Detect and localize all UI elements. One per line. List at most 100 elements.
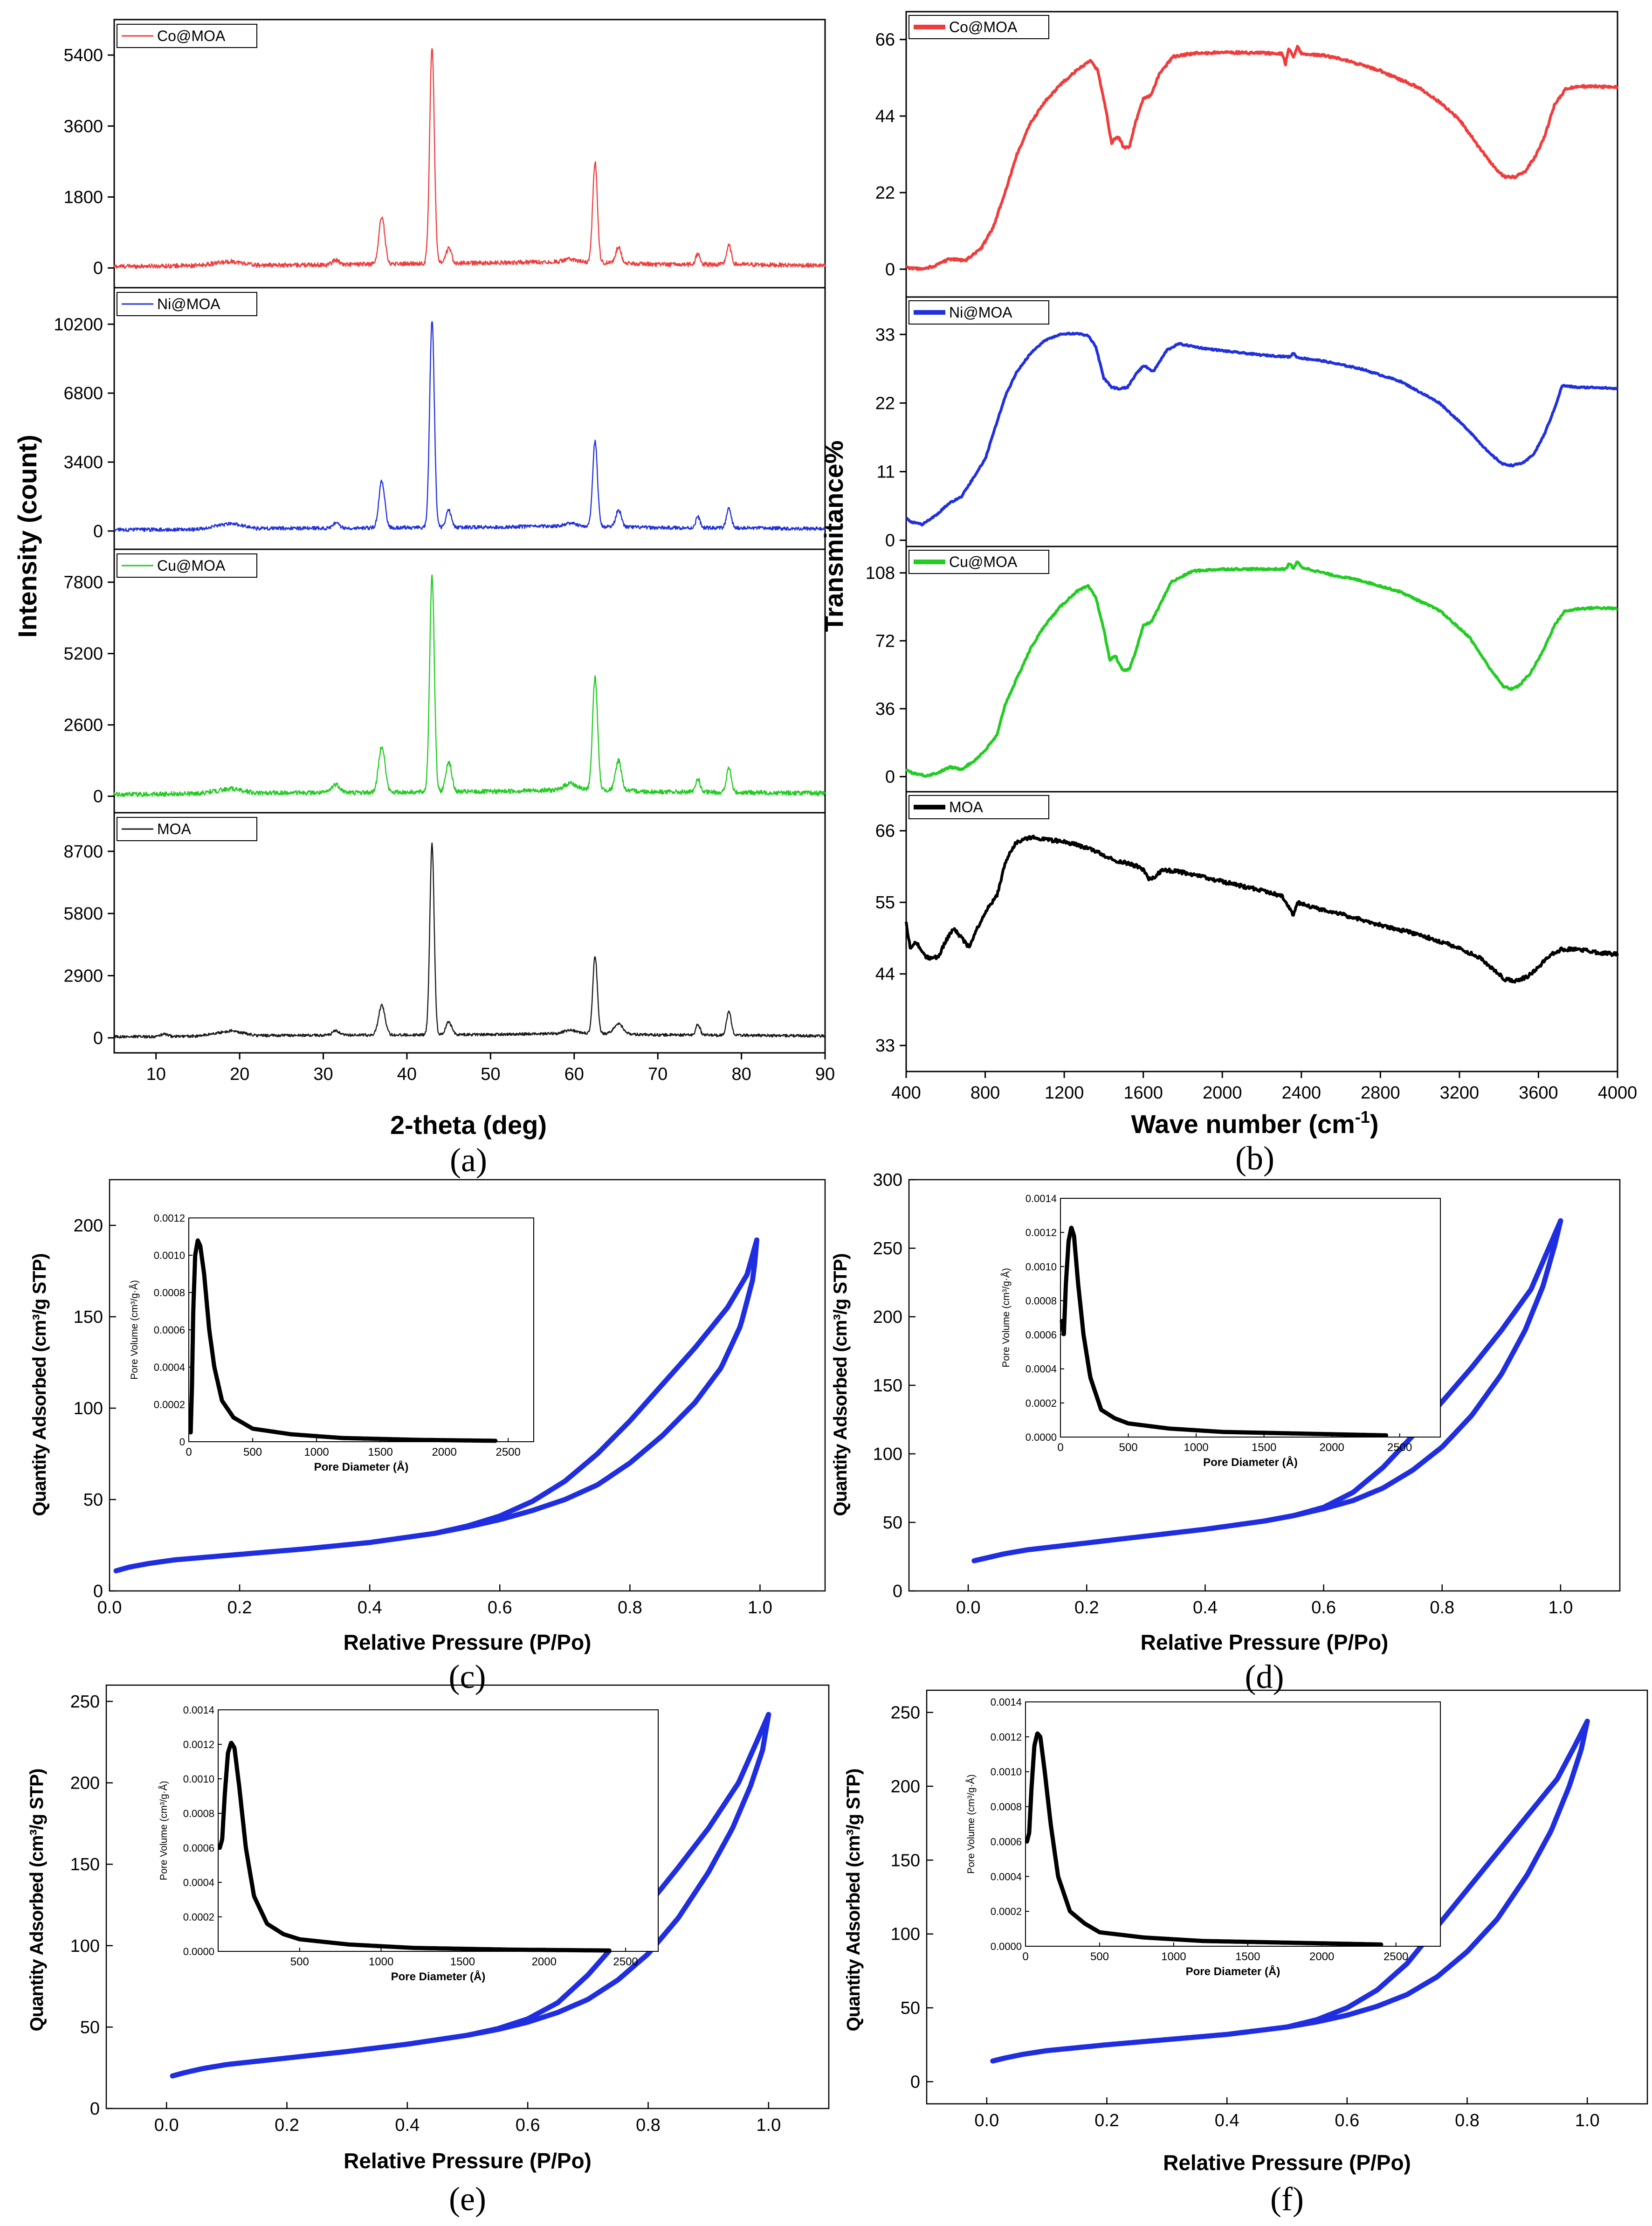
inset-x-tick-label: 1000	[369, 1956, 393, 1968]
ftir-subplot-cu-moa: 0 36 72 108 Cu@MOA	[866, 546, 1618, 793]
x-tick-label: 30	[313, 1065, 333, 1084]
xrd-series-line	[113, 574, 826, 797]
x-tick-label: 1.0	[748, 1598, 772, 1618]
x-tick-label: 0.8	[1430, 1598, 1454, 1618]
y-tick-label: 5400	[63, 46, 103, 65]
y-tick-label: 0	[885, 531, 895, 551]
inset-y-tick-label: 0.0014	[1026, 1193, 1057, 1204]
ftir-legend: Co@MOA	[909, 15, 1049, 39]
x-tick-label: 3600	[1519, 1083, 1558, 1103]
pore-size-inset: 0 500 1000 1500 2000 2500 0.0000 0.0002 0.0004 0.…	[1001, 1193, 1441, 1469]
bet-plot-frame	[109, 1179, 826, 1592]
inset-x-tick-label: 0	[186, 1446, 192, 1459]
y-tick-label: 3400	[63, 453, 103, 472]
x-tick-label: 20	[230, 1065, 249, 1084]
x-tick-label: 0.6	[488, 1598, 512, 1618]
panel-label: (f)	[1270, 2180, 1304, 2218]
inset-y-tick-label: 0.0008	[154, 1287, 185, 1299]
inset-y-tick-label: 0.0014	[991, 1696, 1022, 1708]
ftir-legend: Ni@MOA	[909, 300, 1049, 325]
inset-y-tick-label: 0.0008	[991, 1801, 1022, 1813]
panel-f-bet: 0.0 0.2 0.4 0.6 0.8 1.0 0 50 100 150 200 250 Relativ…	[843, 1689, 1648, 2218]
inset-frame	[218, 1709, 659, 1952]
y-tick-label: 6800	[63, 384, 103, 403]
ftir-subplot-moa: 33 44 55 66 MOA	[875, 791, 1619, 1072]
y-tick-label: 150	[74, 1307, 103, 1327]
y-tick-label: 250	[70, 1692, 100, 1712]
y-tick-label: 108	[866, 564, 895, 583]
inset-y-tick-label: 0.0006	[154, 1324, 185, 1336]
x-axis-label: Relative Pressure (P/Po)	[1141, 1630, 1389, 1654]
inset-x-tick-label: 1000	[304, 1446, 329, 1459]
pore-size-distribution-line	[218, 1741, 612, 1953]
y-tick-label: 150	[873, 1376, 902, 1396]
x-tick-label: 1.0	[1575, 2111, 1600, 2130]
inset-y-tick-label: 0	[179, 1436, 185, 1448]
inset-x-axis-label: Pore Diameter (Å)	[1203, 1456, 1298, 1469]
x-axis-label: 2-theta (deg)	[390, 1110, 547, 1140]
y-axis-label: Quantity Adsorbed (cm³/g STP)	[29, 1254, 50, 1516]
legend-label: MOA	[949, 799, 984, 816]
y-tick-label: 200	[74, 1216, 103, 1236]
inset-x-tick-label: 2000	[1309, 1950, 1334, 1963]
y-tick-label: 55	[875, 893, 895, 913]
inset-y-tick-label: 0.0014	[183, 1704, 214, 1716]
y-tick-label: 3600	[63, 117, 103, 136]
inset-x-axis-label: Pore Diameter (Å)	[1186, 1965, 1280, 1978]
x-tick-label: 0.6	[1311, 1598, 1336, 1618]
x-tick-label: 0.0	[97, 1598, 122, 1618]
inset-x-tick-label: 500	[243, 1446, 262, 1459]
inset-x-axis-label: Pore Diameter (Å)	[391, 1970, 486, 1983]
y-tick-label: 8700	[63, 842, 103, 862]
y-tick-label: 5200	[63, 644, 103, 664]
y-tick-label: 100	[70, 1936, 100, 1956]
pore-size-distribution-line	[1025, 1731, 1384, 1947]
inset-x-tick-label: 2000	[532, 1956, 557, 1968]
xrd-series-line	[114, 842, 826, 1039]
inset-y-axis-label: Pore Volume (cm³/g·Å)	[1001, 1268, 1012, 1368]
y-axis-label: Transmitance%	[819, 441, 848, 632]
inset-y-tick-label: 0.0012	[1026, 1227, 1057, 1238]
x-tick-label: 0.0	[154, 2115, 179, 2135]
x-tick-label: 0.2	[1074, 1598, 1099, 1618]
x-tick-label: 0.6	[1335, 2111, 1359, 2130]
y-tick-label: 66	[875, 30, 895, 50]
y-tick-label: 66	[875, 822, 895, 841]
x-axis-label-sup: -1	[1355, 1107, 1370, 1127]
x-tick-label: 0.2	[227, 1598, 252, 1618]
y-tick-label: 0	[885, 260, 895, 279]
x-tick-label: 0.4	[395, 2115, 420, 2135]
inset-x-axis-label: Pore Diameter (Å)	[314, 1460, 409, 1473]
xrd-subplot-frame	[113, 812, 826, 1054]
inset-x-tick-label: 0	[1022, 1950, 1028, 1963]
xrd-series-line	[113, 48, 826, 269]
y-tick-label: 0	[910, 2072, 920, 2092]
y-axis-label: Quantity Adsorbed (cm³/g STP)	[843, 1769, 864, 2032]
pore-size-distribution-line	[1060, 1225, 1389, 1438]
inset-x-tick-label: 1500	[1235, 1950, 1260, 1963]
inset-x-tick-label: 2500	[613, 1956, 638, 1968]
panel-e-bet: 0.0 0.2 0.4 0.6 0.8 1.0 0 50 100 150 200 250 Relativ…	[27, 1684, 830, 2218]
y-tick-label: 10200	[54, 315, 103, 334]
pore-size-inset: 0 500 1000 1500 2000 2500 0.0000 0.0002 0.0004 0.…	[966, 1696, 1441, 1978]
xrd-subplot-cu-moa: 0 2600 5200 7800 Cu@MOA	[63, 548, 826, 814]
y-tick-label: 7800	[63, 573, 103, 593]
inset-y-tick-label: 0.0002	[991, 1906, 1022, 1917]
y-tick-label: 100	[891, 1925, 920, 1944]
y-tick-label: 250	[891, 1703, 920, 1723]
y-tick-label: 0	[93, 259, 103, 278]
inset-x-tick-label: 500	[1119, 1441, 1138, 1454]
ftir-series-line	[905, 835, 1619, 984]
pore-size-inset: 0 500 1000 1500 2000 2500 0 0.0002 0.0004 0.0006 0…	[129, 1212, 534, 1473]
y-tick-label: 0	[93, 522, 103, 541]
ftir-legend: Cu@MOA	[909, 550, 1049, 574]
panel-label: (d)	[1245, 1658, 1284, 1695]
inset-y-tick-label: 0.0000	[991, 1941, 1022, 1952]
legend-label: Cu@MOA	[157, 557, 226, 574]
x-tick-label: 60	[564, 1065, 584, 1084]
x-tick-label: 50	[481, 1065, 500, 1084]
y-tick-label: 72	[875, 631, 895, 651]
x-tick-label: 1600	[1123, 1083, 1163, 1103]
ftir-subplot-co-moa: 0 22 44 66 Co@MOA	[875, 11, 1619, 298]
inset-x-tick-label: 500	[1090, 1950, 1109, 1963]
